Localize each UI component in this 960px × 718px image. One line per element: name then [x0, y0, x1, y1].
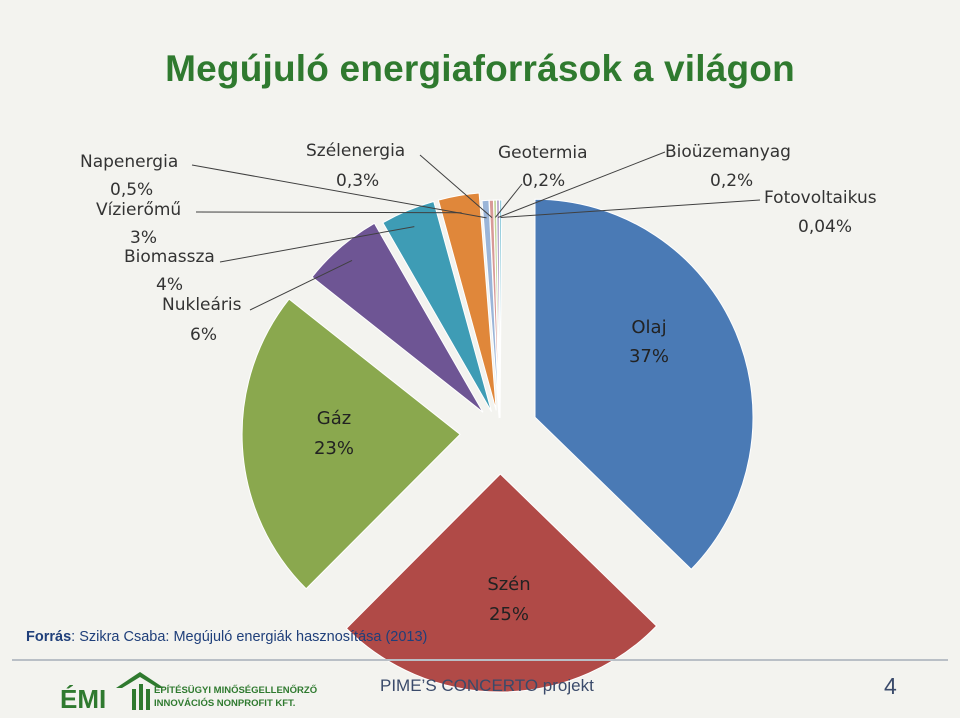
slice-label-biomassza: Biomassza	[124, 247, 215, 267]
leader-line-biomassza	[219, 226, 415, 263]
slice-value-vizieromu: 3%	[130, 228, 157, 248]
slice-label-szen: Szén	[487, 574, 530, 595]
leader-line-fotovoltaikus	[500, 199, 761, 218]
footer-divider	[12, 659, 948, 661]
source-text: : Szikra Csaba: Megújuló energiák haszno…	[71, 629, 428, 645]
page-number: 4	[884, 673, 897, 699]
logo-letters: ÉMI	[60, 684, 106, 712]
slice-label-szelenergia: Szélenergia	[306, 141, 405, 161]
slice-value-szelenergia: 0,3%	[336, 171, 379, 191]
slice-label-fotovoltaikus: Fotovoltaikus	[764, 188, 877, 208]
leader-line-geotermia	[494, 183, 523, 218]
leader-line-vizieromu	[195, 211, 462, 214]
leader-line-napenergia	[191, 164, 487, 219]
project-name: PIME’S CONCERTO projekt	[380, 676, 594, 695]
slice-value-nuklearis: 6%	[190, 325, 217, 345]
slice-value-fotovoltaikus: 0,04%	[798, 217, 852, 237]
leader-line-nuklearis	[249, 259, 353, 311]
leader-line-biouzemanyag	[497, 151, 666, 218]
slice-value-napenergia: 0,5%	[110, 180, 153, 200]
slice-label-nuklearis: Nukleáris	[162, 295, 242, 315]
slice-value-biomassza: 4%	[156, 275, 183, 295]
slice-value-szen: 25%	[489, 604, 529, 625]
slice-value-gaz: 23%	[314, 438, 354, 459]
slice-label-olaj: Olaj	[631, 317, 666, 338]
slice-value-biouzemanyag: 0,2%	[710, 171, 753, 191]
slice-label-vizieromu: Vízierőmű	[96, 200, 181, 220]
pie-slice-vizieromu	[437, 192, 497, 411]
slice-value-olaj: 37%	[629, 346, 669, 367]
org-name-line1: ÉPÍTÉSÜGYI MINŐSÉGELLENŐRZŐ	[154, 685, 318, 696]
pie-slice-szen	[345, 473, 658, 693]
leader-lines	[191, 151, 761, 311]
source-label: Forrás	[26, 629, 72, 645]
pie-slice-olaj	[534, 198, 754, 570]
slice-labels: Olaj 37% Szén 25% Gáz 23% Nukleáris 6% Biomassza…	[80, 141, 877, 625]
page-title: Megújuló energiaforrások a világon	[165, 48, 795, 89]
emi-logo: ÉMI	[60, 672, 164, 712]
pie-slice-biomassza	[382, 200, 493, 412]
slice-label-geotermia: Geotermia	[498, 143, 588, 163]
org-name: ÉPÍTÉSÜGYI MINŐSÉGELLENŐRZŐ INNOVÁCIÓS N…	[154, 684, 317, 710]
org-name-line2: INNOVÁCIÓS NONPROFIT KFT.	[154, 698, 296, 709]
slice-label-biouzemanyag: Bioüzemanyag	[665, 142, 791, 162]
pie-slice-gaz	[241, 298, 461, 590]
slice-label-napenergia: Napenergia	[80, 152, 178, 172]
pie-slices	[241, 192, 754, 693]
pie-slice-fotovoltaikus	[498, 199, 503, 419]
pie-slice-nuklearis	[311, 222, 484, 413]
source-citation: Forrás: Szikra Csaba: Megújuló energiák …	[26, 629, 427, 645]
logo-mark-icon	[116, 672, 164, 710]
leader-line-szelenergia	[419, 154, 493, 218]
slice-label-gaz: Gáz	[317, 408, 351, 429]
slice-value-geotermia: 0,2%	[522, 171, 565, 191]
